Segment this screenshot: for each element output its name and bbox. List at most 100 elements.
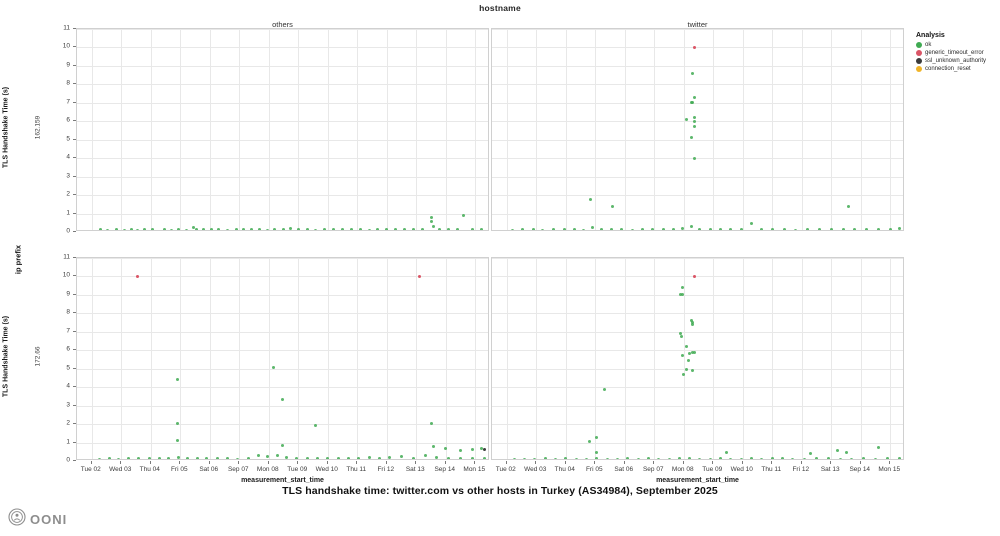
data-point [680, 286, 684, 290]
gridline-horizontal [77, 66, 488, 67]
data-point [357, 457, 361, 459]
data-point [130, 228, 134, 230]
gridline-horizontal [77, 443, 488, 444]
data-point [584, 457, 588, 459]
data-point [143, 227, 147, 230]
data-point [809, 452, 813, 456]
data-point [562, 228, 566, 230]
y-axis-tick-mark [73, 293, 76, 295]
gridline-horizontal [492, 66, 903, 67]
data-point [661, 228, 665, 230]
gridline-vertical [713, 258, 714, 459]
gridline-vertical [743, 258, 744, 459]
data-point [581, 228, 585, 230]
data-point [698, 457, 702, 459]
y-axis-tick-mark [73, 257, 76, 258]
legend-item-generic-timeout-error[interactable]: generic_timeout_error [916, 50, 1000, 56]
data-point [876, 446, 880, 450]
panel-title-others: others [272, 20, 293, 29]
x-axis-tick-mark [297, 461, 299, 464]
data-point [202, 228, 206, 230]
gridline-horizontal [77, 350, 488, 351]
data-point [482, 456, 486, 459]
gridline-vertical [566, 29, 567, 230]
data-point [587, 440, 591, 444]
data-point [690, 322, 694, 326]
data-point [273, 227, 277, 230]
data-point [686, 358, 690, 362]
data-point [589, 198, 593, 202]
data-point [719, 457, 723, 459]
x-axis-tick-mark [149, 461, 151, 464]
y-axis-tick-mark [73, 404, 76, 406]
data-point [692, 116, 696, 120]
y-axis-tick-label: 6 [66, 116, 70, 124]
y-axis-tick-mark [73, 460, 76, 461]
x-axis-tick-label: Tue 02 [80, 466, 101, 473]
x-axis-tick-mark [889, 461, 891, 464]
gridline-vertical [446, 29, 447, 230]
data-point [234, 228, 238, 230]
data-point [429, 421, 433, 425]
gridline-vertical [861, 29, 862, 230]
y-axis-tick-label: 0 [66, 227, 70, 235]
gridline-horizontal [77, 424, 488, 425]
data-point [782, 228, 786, 230]
gridline-vertical [328, 258, 329, 459]
gridline-horizontal [492, 214, 903, 215]
data-point [169, 228, 173, 230]
data-point [826, 457, 830, 459]
legend-swatch-icon [916, 66, 922, 72]
y-axis-tick-mark [73, 275, 76, 277]
y-axis-tick-label: 4 [66, 153, 70, 161]
data-point [162, 228, 166, 230]
y-axis-tick-label: 6 [66, 345, 70, 353]
data-point [215, 456, 219, 459]
data-point [97, 457, 101, 459]
y-axis-tick-mark [73, 212, 76, 214]
data-point [271, 366, 275, 370]
gridline-vertical [387, 258, 388, 459]
data-point [512, 458, 516, 459]
y-axis-tick-label: 11 [63, 253, 70, 261]
gridline-horizontal [492, 84, 903, 85]
data-point [692, 274, 696, 278]
data-point [323, 227, 327, 230]
x-axis-title: measurement_start_time [656, 477, 739, 484]
data-point [540, 228, 544, 230]
data-point [630, 228, 634, 230]
x-axis-tick-label: Wed 03 [109, 466, 132, 473]
legend-item-ok[interactable]: ok [916, 42, 1000, 48]
y-axis-tick-label: 2 [66, 419, 70, 427]
data-point [432, 444, 436, 448]
gridline-horizontal [77, 258, 488, 259]
data-point [729, 457, 733, 459]
data-point [679, 334, 683, 338]
data-point [685, 345, 689, 349]
gridline-horizontal [492, 195, 903, 196]
legend-item-ssl-unknown-authority[interactable]: ssl_unknown_authority [916, 58, 1000, 64]
data-point [196, 457, 200, 459]
gridline-horizontal [492, 140, 903, 141]
data-point [691, 321, 695, 325]
x-axis-tick-mark [564, 461, 566, 464]
x-axis-tick-label: Sep 07 [642, 466, 664, 473]
data-point [595, 457, 599, 459]
data-point [640, 228, 644, 230]
y-axis-tick-label: 10 [62, 42, 70, 50]
legend-item-connection-reset[interactable]: connection_reset [916, 66, 1000, 72]
gridline-horizontal [77, 177, 488, 178]
y-axis-tick-mark [73, 231, 76, 232]
data-point [236, 457, 240, 459]
data-point [192, 226, 196, 230]
x-axis-tick-label: Mon 08 [671, 466, 694, 473]
gridline-horizontal [77, 140, 488, 141]
data-point [186, 457, 190, 459]
y-axis-tick-label: 0 [66, 456, 70, 464]
data-point [853, 228, 857, 230]
data-point [574, 457, 578, 459]
gridline-vertical [210, 29, 211, 230]
data-point [137, 457, 141, 459]
gridline-horizontal [492, 443, 903, 444]
x-axis-tick-label: Tue 02 [495, 466, 516, 473]
